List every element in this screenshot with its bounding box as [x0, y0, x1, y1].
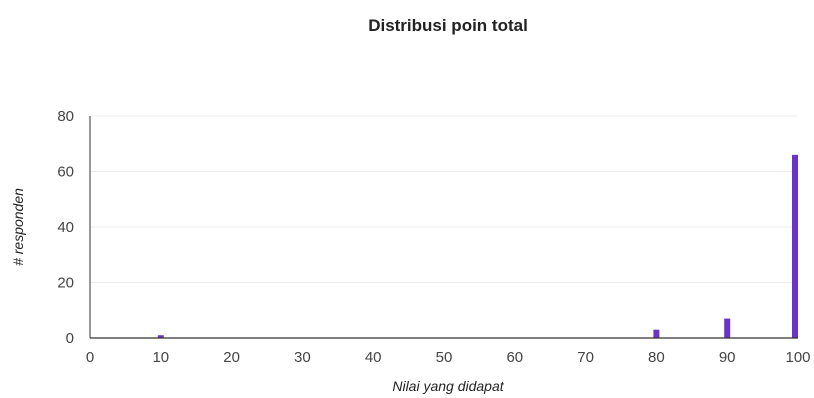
x-tick-label: 100	[785, 349, 810, 366]
y-tick-label: 40	[57, 219, 74, 236]
bar	[724, 318, 731, 338]
x-tick-label: 10	[152, 349, 169, 366]
grid-lines	[90, 115, 798, 283]
x-tick-label: 50	[436, 349, 453, 366]
bar	[653, 329, 660, 338]
x-tick-label: 0	[86, 349, 94, 366]
y-tick-label: 0	[66, 330, 74, 347]
x-tick-label: 70	[577, 349, 594, 366]
x-tick-label: 30	[294, 349, 311, 366]
x-axis-label: Nilai yang didapat	[392, 378, 504, 394]
chart-title: Distribusi poin total	[368, 16, 528, 35]
x-tick-label: 60	[506, 349, 523, 366]
bar	[157, 335, 164, 338]
bars	[157, 154, 798, 338]
y-tick-label: 20	[57, 275, 74, 292]
x-tick-label: 80	[648, 349, 665, 366]
x-tick-label: 90	[719, 349, 736, 366]
y-tick-label: 60	[57, 164, 74, 181]
y-tick-label: 80	[57, 108, 74, 125]
axes: 0 20 40 60 80 0 10 20 30 40 50 60 70 80 90 100	[57, 108, 810, 366]
bar	[792, 154, 798, 338]
y-axis-label: # responden	[10, 188, 26, 266]
x-tick-label: 20	[223, 349, 240, 366]
x-tick-label: 40	[365, 349, 382, 366]
